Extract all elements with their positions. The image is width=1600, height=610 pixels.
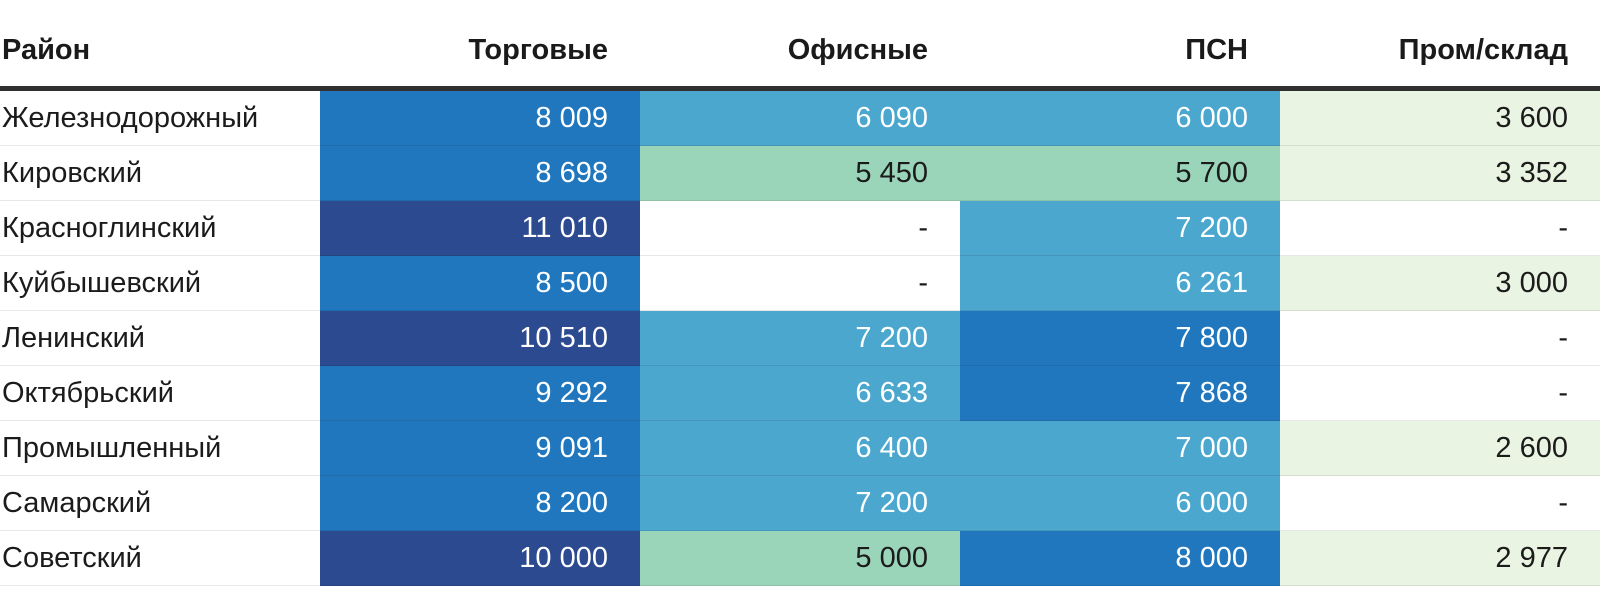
value-cell-psn: 5 700 (960, 146, 1280, 201)
table-row: Советский 10 000 5 000 8 000 2 977 (0, 531, 1600, 586)
district-label: Кировский (0, 146, 320, 201)
value-cell-ofisnye: 5 450 (640, 146, 960, 201)
table-row: Ленинский 10 510 7 200 7 800- (0, 311, 1600, 366)
column-header-torgovye: Торговые (468, 33, 608, 66)
value-cell-prom-sklad: 3 600 (1280, 91, 1600, 146)
value-cell-prom-sklad: - (1280, 366, 1600, 421)
table-row: Куйбышевский 8 500-6 261 3 000 (0, 256, 1600, 311)
column-header-prom-sklad: Пром/склад (1398, 33, 1568, 66)
value-cell-ofisnye: - (640, 256, 960, 311)
district-label: Железнодорожный (0, 91, 320, 146)
value-cell-psn: 7 200 (960, 201, 1280, 256)
value-cell-torgovye: 10 510 (320, 311, 640, 366)
value-cell-torgovye: 8 698 (320, 146, 640, 201)
value-cell-psn: 7 000 (960, 421, 1280, 476)
value-cell-torgovye: 9 091 (320, 421, 640, 476)
value-cell-ofisnye: 7 200 (640, 476, 960, 531)
value-cell-ofisnye: - (640, 201, 960, 256)
district-label: Ленинский (0, 311, 320, 366)
table-header-row: Район Торговые Офисные ПСН Пром/склад (0, 0, 1600, 91)
table-body: Железнодорожный 8 009 6 090 6 000 3 600 Киров… (0, 91, 1600, 586)
value-cell-psn: 6 261 (960, 256, 1280, 311)
table-row: Кировский 8 698 5 450 5 700 3 352 (0, 146, 1600, 201)
value-cell-psn: 8 000 (960, 531, 1280, 586)
value-cell-torgovye: 11 010 (320, 201, 640, 256)
value-cell-prom-sklad: 2 977 (1280, 531, 1600, 586)
value-cell-torgovye: 8 200 (320, 476, 640, 531)
value-cell-torgovye: 8 500 (320, 256, 640, 311)
district-label: Самарский (0, 476, 320, 531)
value-cell-torgovye: 9 292 (320, 366, 640, 421)
district-label: Советский (0, 531, 320, 586)
value-cell-psn: 6 000 (960, 476, 1280, 531)
table-row: Самарский 8 200 7 200 6 000- (0, 476, 1600, 531)
value-cell-prom-sklad: - (1280, 311, 1600, 366)
value-cell-psn: 7 868 (960, 366, 1280, 421)
value-cell-ofisnye: 7 200 (640, 311, 960, 366)
column-header-district: Район (2, 33, 91, 66)
district-label: Промышленный (0, 421, 320, 476)
column-header-ofisnye: Офисные (787, 33, 928, 66)
value-cell-psn: 7 800 (960, 311, 1280, 366)
district-price-heatmap-table: Район Торговые Офисные ПСН Пром/склад Же… (0, 0, 1600, 586)
value-cell-torgovye: 8 009 (320, 91, 640, 146)
value-cell-prom-sklad: 2 600 (1280, 421, 1600, 476)
value-cell-ofisnye: 6 090 (640, 91, 960, 146)
table-row: Красноглинский 11 010-7 200- (0, 201, 1600, 256)
table-row: Железнодорожный 8 009 6 090 6 000 3 600 (0, 91, 1600, 146)
column-header-psn: ПСН (1185, 33, 1248, 66)
value-cell-prom-sklad: 3 352 (1280, 146, 1600, 201)
district-label: Октябрьский (0, 366, 320, 421)
value-cell-ofisnye: 5 000 (640, 531, 960, 586)
value-cell-torgovye: 10 000 (320, 531, 640, 586)
value-cell-prom-sklad: - (1280, 201, 1600, 256)
district-label: Красноглинский (0, 201, 320, 256)
value-cell-psn: 6 000 (960, 91, 1280, 146)
value-cell-prom-sklad: - (1280, 476, 1600, 531)
value-cell-ofisnye: 6 400 (640, 421, 960, 476)
value-cell-prom-sklad: 3 000 (1280, 256, 1600, 311)
table-row: Октябрьский 9 292 6 633 7 868- (0, 366, 1600, 421)
table-row: Промышленный 9 091 6 400 7 000 2 600 (0, 421, 1600, 476)
value-cell-ofisnye: 6 633 (640, 366, 960, 421)
district-label: Куйбышевский (0, 256, 320, 311)
